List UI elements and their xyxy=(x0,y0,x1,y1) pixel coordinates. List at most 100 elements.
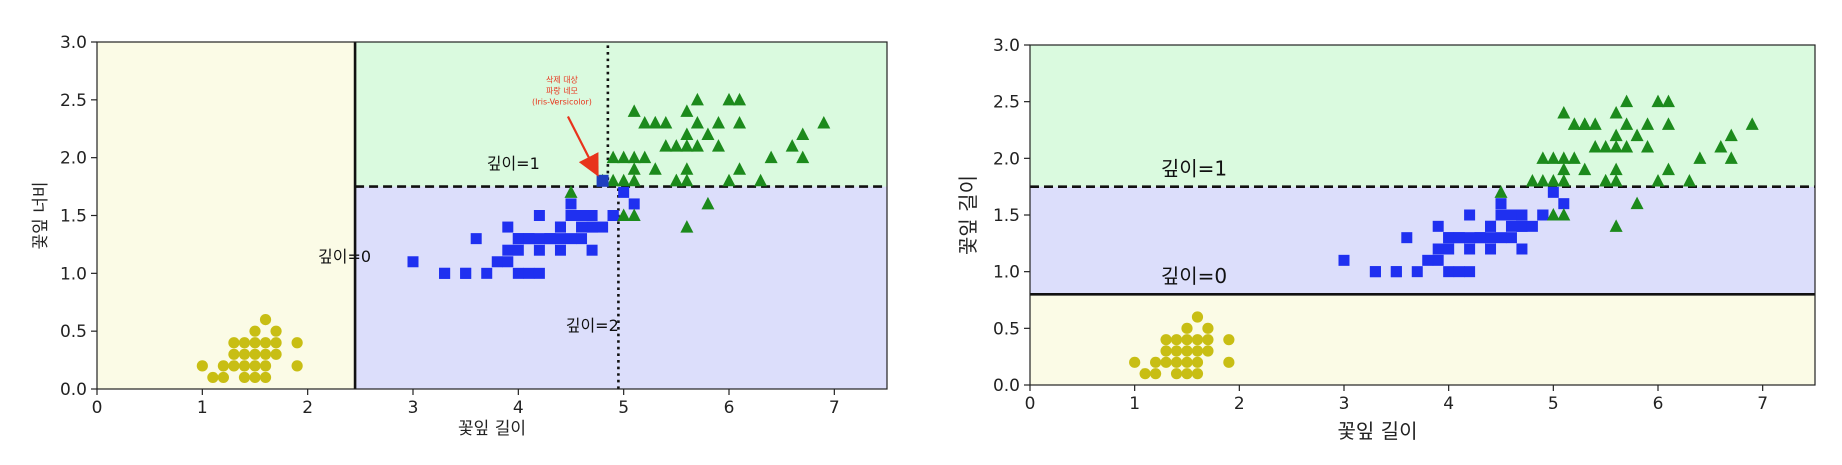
y-tick-label: 1.0 xyxy=(993,263,1020,283)
triangle-point xyxy=(1546,174,1560,187)
square-point xyxy=(1432,254,1444,266)
square-point xyxy=(586,244,598,256)
square-point xyxy=(1443,266,1455,278)
square-point xyxy=(1495,232,1507,244)
circle-point xyxy=(1181,356,1193,368)
square-point xyxy=(470,233,482,245)
triangle-point xyxy=(690,115,704,129)
triangle-point xyxy=(1599,174,1613,187)
square-point xyxy=(586,221,598,233)
triangle-point xyxy=(1609,106,1623,119)
triangle-point xyxy=(627,173,641,187)
square-point xyxy=(544,233,556,245)
square-point xyxy=(1411,266,1423,278)
triangle-point xyxy=(785,139,799,152)
square-point xyxy=(565,198,577,210)
y-tick-label: 1.5 xyxy=(993,206,1020,226)
triangle-point xyxy=(711,115,725,129)
circle-point xyxy=(249,360,261,372)
triangle-point xyxy=(1661,162,1675,176)
y-tick-label: 0.5 xyxy=(60,322,87,342)
triangle-point xyxy=(690,139,704,152)
right-chart: 깊이=0 깊이=1 0 1 2 3 4 5 6 7 0.0 0.5 1.0 1.5 2.0 2.5 3.0 꽃잎 … xyxy=(956,36,1816,443)
square-point xyxy=(1526,220,1538,232)
triangle-point xyxy=(1557,151,1571,164)
circle-point xyxy=(1139,368,1151,380)
square-point xyxy=(1369,266,1381,278)
circle-point xyxy=(238,348,251,360)
y-tick-label: 3.0 xyxy=(993,36,1020,56)
square-point xyxy=(1390,266,1402,278)
square-point xyxy=(597,221,609,233)
triangle-point xyxy=(638,115,652,129)
triangle-point xyxy=(659,115,673,129)
square-point xyxy=(1485,232,1497,244)
triangle-point xyxy=(1546,208,1560,221)
series-circle xyxy=(1129,311,1235,380)
triangle-point xyxy=(627,150,641,164)
triangle-point xyxy=(1630,128,1644,142)
circle-point xyxy=(1170,334,1183,346)
triangle-point xyxy=(606,150,620,164)
square-point xyxy=(407,256,419,268)
highlighted-point xyxy=(596,174,609,187)
square-point xyxy=(1453,232,1465,244)
square-point xyxy=(512,244,524,256)
depth-label: 깊이=0 xyxy=(1161,264,1227,288)
square-point xyxy=(502,244,514,256)
y-axis-label: 꽃잎 너비 xyxy=(31,182,51,250)
square-point xyxy=(1443,243,1455,255)
triangle-point xyxy=(627,162,641,175)
triangle-point xyxy=(733,92,747,106)
triangle-point xyxy=(617,208,631,221)
triangle-point xyxy=(1620,117,1634,130)
y-tick-label: 1.5 xyxy=(60,207,87,227)
square-point xyxy=(1495,209,1507,221)
square-point xyxy=(1558,198,1570,210)
triangle-point xyxy=(617,150,631,164)
triangle-point xyxy=(817,115,831,129)
circle-point xyxy=(259,314,272,326)
triangle-point xyxy=(1536,174,1550,187)
square-point xyxy=(1432,243,1444,255)
circle-point xyxy=(1191,311,1204,323)
square-point xyxy=(565,210,577,221)
circle-point xyxy=(1150,356,1162,368)
square-point xyxy=(1453,266,1465,278)
triangle-point xyxy=(648,162,662,175)
square-point xyxy=(1537,209,1549,221)
triangle-point xyxy=(1724,151,1738,164)
y-tick-label: 2.0 xyxy=(60,149,87,169)
triangle-point xyxy=(1693,151,1707,164)
decision-region-2 xyxy=(1030,45,1815,187)
circle-point xyxy=(1191,356,1204,368)
triangle-point xyxy=(669,139,683,152)
x-tick-label: 0 xyxy=(92,398,103,418)
depth-label: 깊이=0 xyxy=(318,247,371,266)
square-point xyxy=(523,267,535,279)
square-point xyxy=(1516,220,1528,232)
circle-point xyxy=(259,371,272,384)
x-tick-label: 7 xyxy=(829,398,840,418)
square-point xyxy=(586,210,598,221)
circle-point xyxy=(249,325,261,337)
y-tick-label: 2.0 xyxy=(993,149,1020,169)
triangle-point xyxy=(1536,151,1550,164)
triangle-point xyxy=(733,162,747,175)
circle-point xyxy=(1129,356,1141,368)
x-tick-label: 4 xyxy=(1443,394,1454,414)
triangle-point xyxy=(1745,117,1759,130)
x-tick-label: 1 xyxy=(197,398,208,418)
triangle-point xyxy=(1641,140,1655,153)
circle-point xyxy=(1170,356,1183,368)
triangle-point xyxy=(1651,94,1665,108)
square-point xyxy=(1505,232,1517,244)
triangle-point xyxy=(1557,208,1571,221)
circle-point xyxy=(217,371,229,384)
triangle-point xyxy=(796,127,810,141)
x-axis-label: 꽃잎 길이 xyxy=(458,419,526,439)
square-point xyxy=(1516,209,1528,221)
triangle-point xyxy=(1609,174,1623,187)
triangle-point xyxy=(659,139,673,152)
decision-region-0 xyxy=(97,42,356,389)
